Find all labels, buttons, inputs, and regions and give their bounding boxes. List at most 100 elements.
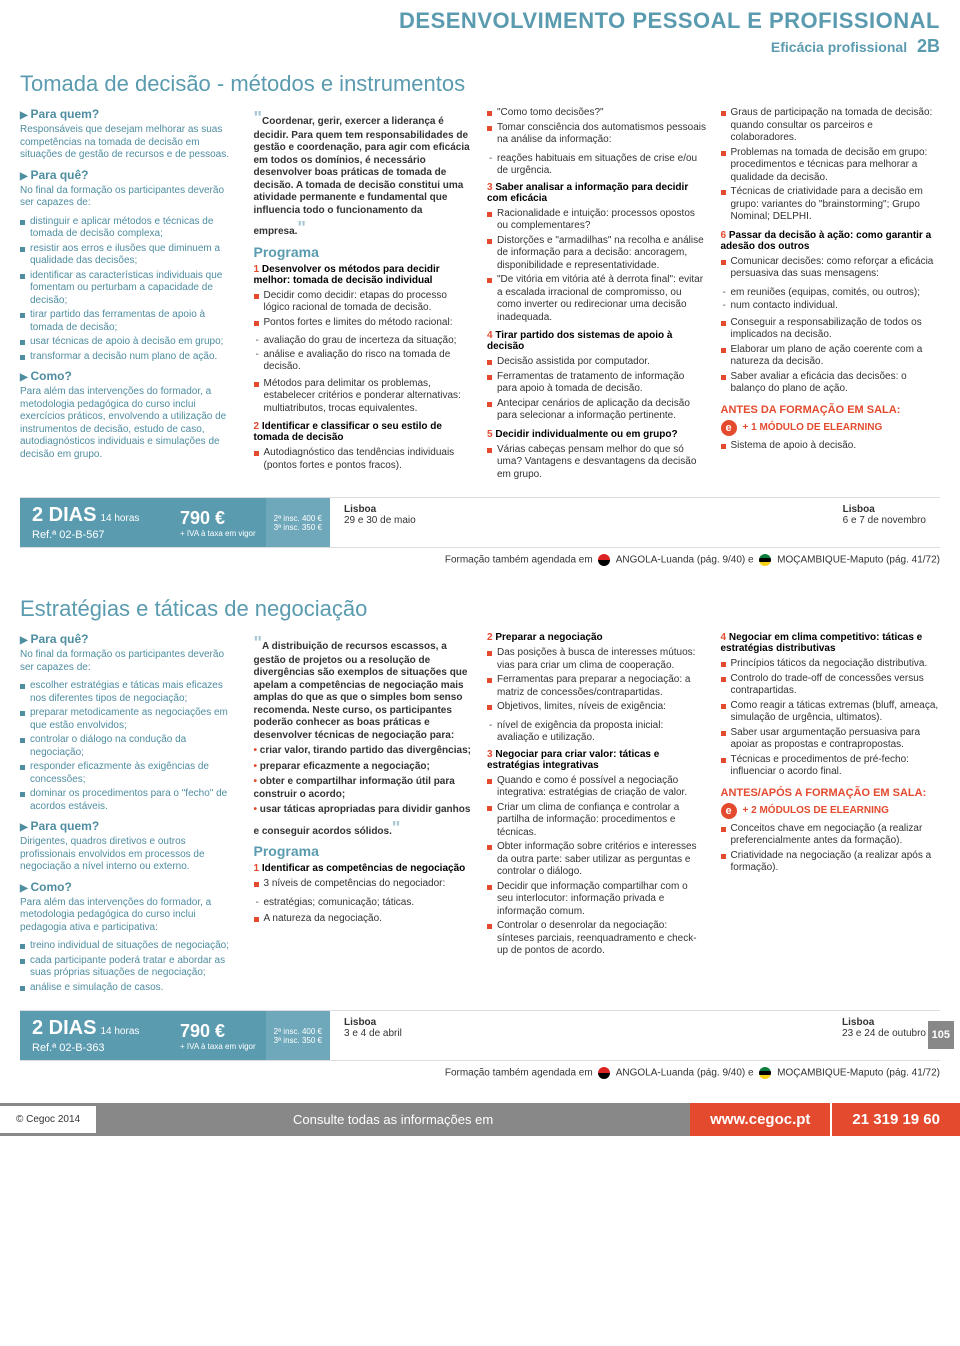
elearning-icon: e xyxy=(721,420,737,436)
antes-heading: ANTES DA FORMAÇÃO EM SALA: xyxy=(721,404,941,416)
page-number: 105 xyxy=(928,1021,954,1049)
city: Lisboa xyxy=(344,1017,402,1028)
list-item: A natureza da negociação. xyxy=(254,913,474,926)
list-item: transformar a decisão num plano de ação. xyxy=(20,351,240,364)
course1-col2: "Coordenar, gerir, exercer a liderança é… xyxy=(254,107,474,487)
list-item: escolher estratégias e táticas mais efic… xyxy=(20,680,240,705)
list-item: Decidir como decidir: etapas do processo… xyxy=(254,290,474,315)
dates: 6 e 7 de novembro xyxy=(843,515,926,526)
list-item: Saber usar argumentação persuasiva para … xyxy=(721,727,941,752)
course2-col1: Para quê? No final da formação os partic… xyxy=(20,632,240,1000)
list-item: cada participante poderá tratar e aborda… xyxy=(20,955,240,980)
list-item: Várias cabeças pensam melhor do que só u… xyxy=(487,444,707,482)
course2-col4: 4 Negociar em clima competitivo: táticas… xyxy=(721,632,941,1000)
subcategory-text: Eficácia profissional xyxy=(771,39,907,55)
prog-list: Várias cabeças pensam melhor do que só u… xyxy=(487,444,707,482)
list-item: Como reagir a táticas extremas (bluff, a… xyxy=(721,700,941,725)
list-item: Princípios táticos da negociação distrib… xyxy=(721,658,941,671)
prog-list: Decisão assistida por computador. Ferram… xyxy=(487,356,707,423)
list-item: Tomar consciência dos automatismos pesso… xyxy=(487,122,707,147)
programa-item: 2 Preparar a negociação xyxy=(487,632,707,643)
discount-2: 2ª insc. 400 € xyxy=(274,514,322,523)
list-item: Decidir que informação compartilhar com … xyxy=(487,881,707,919)
list-item: treino individual de situações de negoci… xyxy=(20,940,240,953)
course1-col3: "Como tomo decisões?" Tomar consciência … xyxy=(487,107,707,487)
reference: Ref.ª 02-B-363 xyxy=(32,1042,158,1054)
prog-list: Conceitos chave em negociação (a realiza… xyxy=(721,823,941,875)
list-item: Ferramentas de tratamento de informação … xyxy=(487,371,707,396)
programa-heading: Programa xyxy=(254,843,474,859)
para-que-intro: No final da formação os participantes de… xyxy=(20,185,240,210)
list-item: Comunicar decisões: como reforçar a efic… xyxy=(721,256,941,281)
iva-note: + IVA à taxa em vigor xyxy=(180,1042,256,1051)
copyright: © Cegoc 2014 xyxy=(0,1106,96,1133)
list-item: Sistema de apoio à decisão. xyxy=(721,440,941,453)
programa-item: 4 Tirar partido dos sistemas de apoio à … xyxy=(487,330,707,352)
list-item: Pontos fortes e limites do método racion… xyxy=(254,317,474,330)
footer-tel[interactable]: 21 319 19 60 xyxy=(830,1103,960,1136)
list-item: Decisão assistida por computador. xyxy=(487,356,707,369)
duration: 2 DIAS14 horas xyxy=(32,504,158,527)
prog-list: Decidir como decidir: etapas do processo… xyxy=(254,290,474,330)
price: 790 € xyxy=(180,1021,256,1042)
course2-col3: 2 Preparar a negociação Das posições à b… xyxy=(487,632,707,1000)
para-que-heading: Para quê? xyxy=(20,168,240,182)
duration: 2 DIAS14 horas xyxy=(32,1017,158,1040)
list-item: tirar partido das ferramentas de apoio à… xyxy=(20,309,240,334)
list-item: Antecipar cenários de aplicação da decis… xyxy=(487,398,707,423)
course1-col1: Para quem? Responsáveis que desejam melh… xyxy=(20,107,240,487)
footer-url[interactable]: www.cegoc.pt xyxy=(690,1103,830,1136)
course1-title: Tomada de decisão - métodos e instrument… xyxy=(20,63,940,107)
para-que-heading: Para quê? xyxy=(20,632,240,646)
agenda-note: Formação também agendada em ANGOLA-Luand… xyxy=(20,548,940,570)
list-item: resistir aos erros e ilusões que diminue… xyxy=(20,243,240,268)
list-item: Elaborar um plano de ação coerente com a… xyxy=(721,344,941,369)
programa-item: 1 Desenvolver os métodos para decidir me… xyxy=(254,264,474,286)
prog-list: Comunicar decisões: como reforçar a efic… xyxy=(721,256,941,281)
para-quem-heading: Para quem? xyxy=(20,819,240,833)
course2-col2: "A distribuição de recursos escassos, a … xyxy=(254,632,474,1000)
list-item: Conceitos chave em negociação (a realiza… xyxy=(721,823,941,848)
prog-list: Conseguir a responsabilização de todos o… xyxy=(721,317,941,396)
para-que-intro: No final da formação os participantes de… xyxy=(20,649,240,674)
list-item: avaliação do grau de incerteza da situaç… xyxy=(254,335,474,348)
para-quem-heading: Para quem? xyxy=(20,107,240,121)
elearning-text: + 2 MÓDULOS DE ELEARNING xyxy=(743,805,889,816)
para-que-list: escolher estratégias e táticas mais efic… xyxy=(20,680,240,813)
mozambique-flag-icon xyxy=(759,554,771,566)
list-item: 3 níveis de competências do negociador: xyxy=(254,878,474,891)
prog-list: Princípios táticos da negociação distrib… xyxy=(721,658,941,779)
para-que-list: distinguir e aplicar métodos e técnicas … xyxy=(20,216,240,364)
header-category: DESENVOLVIMENTO PESSOAL E PROFISSIONAL xyxy=(20,0,940,36)
list-item: estratégias; comunicação; táticas. xyxy=(254,897,474,910)
price: 790 € xyxy=(180,508,256,529)
prog-list: Métodos para delimitar os problemas, est… xyxy=(254,378,474,416)
prog-list: A natureza da negociação. xyxy=(254,913,474,926)
list-item: Quando e como é possível a negociação in… xyxy=(487,775,707,800)
list-item: Ferramentas para preparar a negociação: … xyxy=(487,674,707,699)
prog-sublist: nível de exigência da proposta inicial: … xyxy=(487,720,707,745)
list-item: Conseguir a responsabilização de todos o… xyxy=(721,317,941,342)
discount-2: 2ª insc. 400 € xyxy=(274,1027,322,1036)
list-item: Obter informação sobre critérios e inter… xyxy=(487,841,707,879)
course2-price-band: 2 DIAS14 horas Ref.ª 02-B-363 790 € + IV… xyxy=(20,1010,940,1061)
antes-heading: ANTES/APÓS A FORMAÇÃO EM SALA: xyxy=(721,787,941,799)
prog-list: Quando e como é possível a negociação in… xyxy=(487,775,707,958)
elearning-text: + 1 MÓDULO DE ELEARNING xyxy=(743,422,883,433)
programa-item: 4 Negociar em clima competitivo: táticas… xyxy=(721,632,941,654)
list-item: distinguir e aplicar métodos e técnicas … xyxy=(20,216,240,241)
list-item: dominar os procedimentos para o "fecho" … xyxy=(20,788,240,813)
list-item: Objetivos, limites, níveis de exigência: xyxy=(487,701,707,714)
list-item: Técnicas de criatividade para a decisão … xyxy=(721,186,941,224)
list-item: num contacto individual. xyxy=(721,300,941,313)
list-item: Criatividade na negociação (a realizar a… xyxy=(721,850,941,875)
list-item: Criar um clima de confiança e controlar … xyxy=(487,802,707,840)
footer-bar: © Cegoc 2014 Consulte todas as informaçõ… xyxy=(0,1103,960,1136)
prog-sublist: avaliação do grau de incerteza da situaç… xyxy=(254,335,474,374)
prog-list: Racionalidade e intuição: processos opos… xyxy=(487,208,707,325)
list-item: Distorções e "armadilhas" na recolha e a… xyxy=(487,235,707,273)
course-intro: "A distribuição de recursos escassos, a … xyxy=(254,632,474,742)
subcategory-code: 2B xyxy=(917,36,940,56)
course-intro: "Coordenar, gerir, exercer a liderança é… xyxy=(254,107,474,240)
intro-bullet: obter e compartilhar informação útil par… xyxy=(254,776,455,800)
